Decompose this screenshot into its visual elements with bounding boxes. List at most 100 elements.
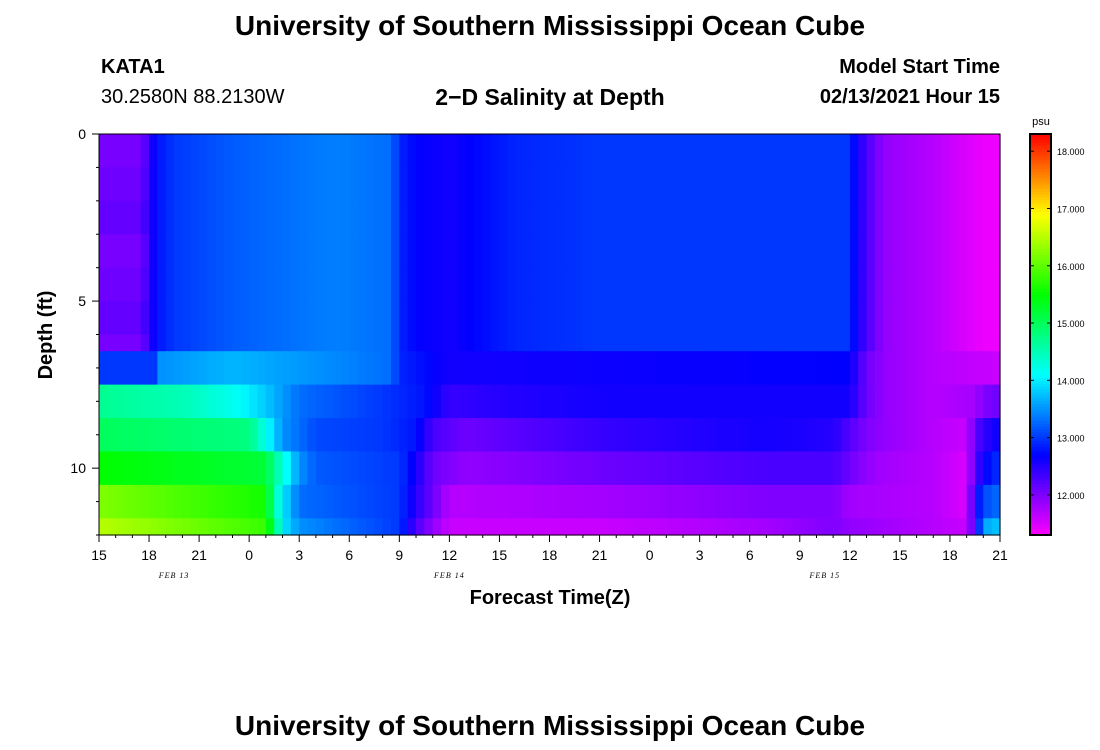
heatmap-cell bbox=[240, 267, 250, 302]
heatmap-cell bbox=[274, 418, 284, 453]
heatmap-cell bbox=[858, 234, 868, 269]
heatmap-cell bbox=[299, 384, 309, 419]
heatmap-cell bbox=[99, 267, 108, 302]
heatmap-cell bbox=[549, 301, 559, 336]
heatmap-cell bbox=[824, 167, 834, 202]
date-label: FEB 13 bbox=[158, 571, 190, 580]
heatmap-cell bbox=[224, 301, 234, 336]
heatmap-cell bbox=[808, 301, 818, 336]
heatmap-cell bbox=[874, 384, 884, 419]
heatmap-cell bbox=[207, 451, 217, 486]
heatmap-cell bbox=[816, 134, 826, 169]
heatmap-cell bbox=[691, 301, 701, 336]
heatmap-cell bbox=[716, 301, 726, 336]
heatmap-cell bbox=[874, 267, 884, 302]
heatmap-cell bbox=[816, 451, 826, 486]
heatmap-cell bbox=[432, 518, 442, 536]
heatmap-cell bbox=[416, 200, 425, 235]
heatmap-cell bbox=[299, 134, 309, 169]
heatmap-cell bbox=[958, 234, 968, 269]
heatmap-cell bbox=[949, 200, 959, 235]
heatmap-cell bbox=[207, 134, 217, 169]
heatmap-cell bbox=[441, 167, 450, 202]
heatmap-cell bbox=[282, 518, 292, 536]
heatmap-cell bbox=[657, 334, 667, 352]
colorbar-swatch bbox=[1030, 357, 1051, 361]
colorbar-swatch bbox=[1030, 145, 1051, 149]
heatmap-cell bbox=[824, 134, 834, 169]
heatmap-cell bbox=[315, 234, 325, 269]
heatmap-cell bbox=[766, 134, 776, 169]
heatmap-cell bbox=[899, 234, 909, 269]
heatmap-cell bbox=[841, 267, 851, 302]
colorbar-swatch bbox=[1030, 217, 1051, 221]
heatmap-cell bbox=[949, 518, 959, 536]
heatmap-cell bbox=[482, 134, 492, 169]
heatmap-cell bbox=[449, 267, 459, 302]
colorbar-swatch bbox=[1030, 454, 1051, 459]
colorbar-swatch bbox=[1030, 271, 1051, 275]
heatmap-cell bbox=[649, 484, 659, 519]
heatmap-cell bbox=[390, 518, 400, 536]
heatmap-cell bbox=[549, 267, 559, 302]
heatmap-cell bbox=[824, 267, 834, 302]
heatmap-cell bbox=[257, 518, 267, 536]
heatmap-cell bbox=[716, 167, 726, 202]
heatmap-cell bbox=[424, 451, 434, 486]
colorbar-swatch bbox=[1030, 354, 1051, 359]
heatmap-cell bbox=[482, 384, 492, 419]
heatmap-cell bbox=[115, 234, 125, 269]
colorbar-swatch bbox=[1030, 360, 1051, 364]
heatmap-cell bbox=[441, 200, 450, 235]
heatmap-cell bbox=[908, 518, 918, 536]
colorbar-swatch bbox=[1030, 345, 1051, 350]
heatmap-cell bbox=[365, 134, 375, 169]
heatmap-cell bbox=[182, 267, 192, 302]
heatmap-cell bbox=[190, 134, 200, 169]
heatmap-cell bbox=[541, 134, 551, 169]
heatmap-cell bbox=[399, 518, 409, 536]
heatmap-cell bbox=[874, 301, 884, 336]
heatmap-cell bbox=[699, 451, 709, 486]
heatmap-cell bbox=[432, 484, 442, 519]
heatmap-cell bbox=[257, 484, 267, 519]
heatmap-cell bbox=[599, 451, 609, 486]
heatmap-cell bbox=[324, 234, 334, 269]
heatmap-cell bbox=[157, 418, 167, 453]
heatmap-cell bbox=[824, 418, 834, 453]
heatmap-cell bbox=[849, 267, 859, 302]
heatmap-cell bbox=[432, 134, 442, 169]
heatmap-cell bbox=[257, 267, 267, 302]
heatmap-cell bbox=[657, 384, 667, 419]
heatmap-cell bbox=[632, 200, 642, 235]
heatmap-cell bbox=[783, 200, 793, 235]
heatmap-cell bbox=[207, 484, 217, 519]
heatmap-cell bbox=[833, 301, 843, 336]
heatmap-cell bbox=[541, 351, 551, 386]
footer-title: University of Southern Mississippi Ocean… bbox=[234, 710, 866, 741]
colorbar-swatch bbox=[1030, 214, 1051, 218]
heatmap-cell bbox=[340, 384, 350, 419]
heatmap-cell bbox=[799, 351, 809, 386]
heatmap-cell bbox=[432, 301, 442, 336]
heatmap-cell bbox=[991, 301, 1001, 336]
heatmap-cell bbox=[482, 351, 492, 386]
heatmap-cell bbox=[340, 301, 350, 336]
heatmap-cell bbox=[324, 518, 334, 536]
heatmap-cell bbox=[290, 518, 300, 536]
heatmap-cell bbox=[207, 234, 217, 269]
colorbar-swatch bbox=[1030, 274, 1051, 278]
heatmap-cell bbox=[332, 200, 342, 235]
heatmap-cell bbox=[349, 301, 359, 336]
colorbar-swatch bbox=[1030, 451, 1051, 456]
heatmap-cell bbox=[174, 234, 184, 269]
heatmap-cell bbox=[899, 134, 909, 169]
heatmap-cell bbox=[874, 200, 884, 235]
heatmap-cell bbox=[966, 418, 976, 453]
heatmap-cell bbox=[282, 334, 292, 352]
heatmap-cell bbox=[240, 384, 250, 419]
heatmap-cell bbox=[858, 518, 868, 536]
heatmap-cell bbox=[891, 167, 901, 202]
heatmap-cell bbox=[416, 351, 425, 386]
heatmap-cell bbox=[474, 234, 484, 269]
